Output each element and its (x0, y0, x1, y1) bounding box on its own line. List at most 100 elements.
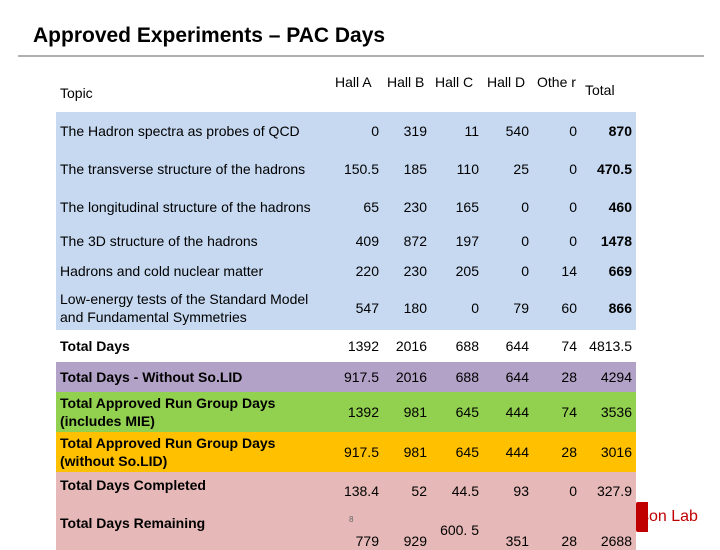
cell-hall-b: 180 (383, 286, 431, 330)
row-topic: The longitudinal structure of the hadron… (56, 188, 331, 226)
cell-hall-d: 540 (483, 112, 533, 150)
cell-other: 0 (533, 472, 581, 510)
cell-hall-c: 197 (431, 226, 483, 256)
header-other: Othe r (533, 67, 581, 112)
header-hall-c: Hall C (431, 67, 483, 112)
cell-hall-c: 600. 5 (431, 510, 483, 550)
cell-hall-b: 2016 (383, 362, 431, 392)
cell-hall-c: 11 (431, 112, 483, 150)
cell-other: 60 (533, 286, 581, 330)
cell-hall-c: 205 (431, 256, 483, 286)
cell-hall-a: 917.5 (331, 362, 383, 392)
cell-hall-a: 1392 (331, 330, 383, 362)
cell-hall-c: 688 (431, 362, 483, 392)
cell-total: 870 (581, 112, 636, 150)
cell-hall-d: 25 (483, 150, 533, 188)
row-label: Total Days Completed (56, 472, 331, 510)
cell-total: 4813.5 (581, 330, 636, 362)
cell-hall-b: 2016 (383, 330, 431, 362)
row-topic: The Hadron spectra as probes of QCD (56, 112, 331, 150)
lab-logo-text: son Lab (641, 508, 698, 525)
row-topic: Low-energy tests of the Standard Model a… (56, 286, 331, 330)
table-row: The Hadron spectra as probes of QCD 0 31… (56, 112, 636, 150)
cell-total: 1478 (581, 226, 636, 256)
cell-hall-b: 319 (383, 112, 431, 150)
cell-hall-b: 230 (383, 188, 431, 226)
cell-hall-d: 444 (483, 392, 533, 432)
cell-hall-a: 65 (331, 188, 383, 226)
cell-hall-b: 52 (383, 472, 431, 510)
cell-total: 460 (581, 188, 636, 226)
row-topic: Hadrons and cold nuclear matter (56, 256, 331, 286)
table-row: Low-energy tests of the Standard Model a… (56, 286, 636, 330)
row-label: Total Days (56, 330, 331, 362)
cell-hall-b: 981 (383, 392, 431, 432)
cell-hall-a: 150.5 (331, 150, 383, 188)
table-row: Hadrons and cold nuclear matter 220 230 … (56, 256, 636, 286)
cell-hall-c: 645 (431, 392, 483, 432)
row-topic: The transverse structure of the hadrons (56, 150, 331, 188)
cell-hall-c: 645 (431, 432, 483, 472)
cell-other: 0 (533, 112, 581, 150)
row-label: Total Approved Run Group Days (includes … (56, 392, 331, 432)
cell-hall-a: 779 (331, 510, 383, 550)
cell-other: 14 (533, 256, 581, 286)
cell-other: 0 (533, 188, 581, 226)
cell-other: 28 (533, 510, 581, 550)
cell-total: 2688 (581, 510, 636, 550)
row-topic: The 3D structure of the hadrons (56, 226, 331, 256)
cell-hall-a: 138.4 (331, 472, 383, 510)
cell-other: 28 (533, 362, 581, 392)
header-total: Total (581, 67, 636, 112)
cell-hall-b: 185 (383, 150, 431, 188)
table-row: Total Approved Run Group Days (includes … (56, 392, 636, 432)
cell-total: 866 (581, 286, 636, 330)
table-row: Total Days - Without So.LID 917.5 2016 6… (56, 362, 636, 392)
cell-hall-d: 0 (483, 226, 533, 256)
cell-other: 0 (533, 226, 581, 256)
title-divider (18, 55, 704, 57)
cell-other: 74 (533, 330, 581, 362)
table-row: The transverse structure of the hadrons … (56, 150, 636, 188)
cell-total: 327.9 (581, 472, 636, 510)
cell-hall-c: 688 (431, 330, 483, 362)
header-hall-b: Hall B (383, 67, 431, 112)
row-label: Total Approved Run Group Days (without S… (56, 432, 331, 472)
cell-hall-b: 230 (383, 256, 431, 286)
header-topic: Topic (56, 67, 331, 112)
table-row: Total Days Remaining 779 929 600. 5 351 … (56, 510, 636, 550)
cell-hall-d: 0 (483, 256, 533, 286)
cell-hall-a: 1392 (331, 392, 383, 432)
cell-hall-a: 917.5 (331, 432, 383, 472)
cell-total: 470.5 (581, 150, 636, 188)
row-label: Total Days Remaining (56, 510, 331, 550)
cell-hall-a: 0 (331, 112, 383, 150)
cell-hall-a: 220 (331, 256, 383, 286)
cell-hall-b: 981 (383, 432, 431, 472)
cell-hall-c: 110 (431, 150, 483, 188)
cell-hall-a: 409 (331, 226, 383, 256)
cell-hall-c: 0 (431, 286, 483, 330)
table-row: The longitudinal structure of the hadron… (56, 188, 636, 226)
cell-hall-c: 165 (431, 188, 483, 226)
table-row: Total Days 1392 2016 688 644 74 4813.5 (56, 330, 636, 362)
lab-logo-mark (636, 502, 648, 532)
cell-hall-c: 44.5 (431, 472, 483, 510)
cell-hall-b: 929 (383, 510, 431, 550)
header-hall-a: Hall A (331, 67, 383, 112)
cell-hall-d: 93 (483, 472, 533, 510)
table-row: Total Approved Run Group Days (without S… (56, 432, 636, 472)
cell-total: 3016 (581, 432, 636, 472)
cell-total: 3536 (581, 392, 636, 432)
cell-other: 74 (533, 392, 581, 432)
cell-hall-d: 351 (483, 510, 533, 550)
cell-other: 0 (533, 150, 581, 188)
table-row: The 3D structure of the hadrons 409 872 … (56, 226, 636, 256)
table-row: Total Days Completed 138.4 52 44.5 93 0 … (56, 472, 636, 510)
cell-hall-d: 644 (483, 362, 533, 392)
header-hall-d: Hall D (483, 67, 533, 112)
cell-hall-d: 0 (483, 188, 533, 226)
cell-hall-b: 872 (383, 226, 431, 256)
cell-total: 669 (581, 256, 636, 286)
cell-hall-a: 547 (331, 286, 383, 330)
